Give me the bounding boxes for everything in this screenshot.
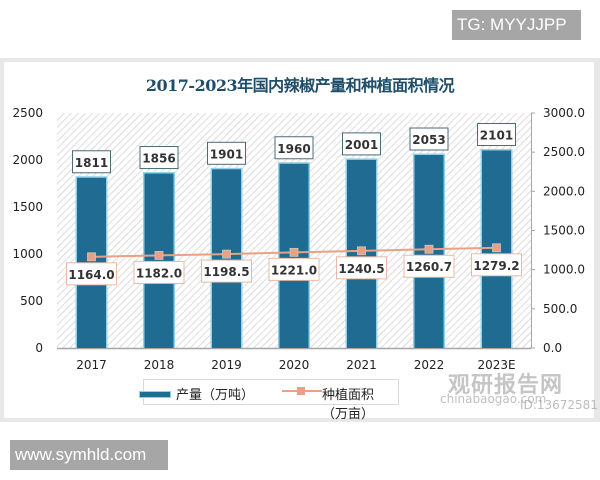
x-axis-labels: 2017 2018 2019 2020 2021 2022 2023E	[76, 358, 515, 372]
right-axis-tick-label: 0.0	[543, 341, 562, 355]
line-marker	[222, 249, 231, 259]
legend-label-area: 种植面积（万亩）	[322, 388, 375, 422]
line-label: 1182.0	[136, 266, 182, 280]
line-label: 1198.5	[203, 265, 249, 279]
x-axis-tick-label: 2023E	[477, 358, 515, 372]
bar-data-labels: 1811 1856 1901 1960 2001 2053 2101	[72, 123, 516, 174]
line-label-box	[268, 257, 320, 281]
line-label: 1164.0	[68, 268, 114, 282]
left-axis-tick-label: 1500	[12, 200, 43, 214]
watermark-site: chinabaogao.com	[440, 392, 547, 406]
line-series-area	[87, 243, 501, 262]
line-label: 1240.5	[338, 262, 384, 276]
left-axis-labels: 0 500 1000 1500 2000 2500	[12, 106, 43, 355]
bar	[144, 173, 174, 348]
x-axis-tick-label: 2022	[414, 358, 445, 372]
bar-label: 2053	[412, 133, 445, 147]
right-axis-tick-label: 3000.0	[543, 106, 585, 120]
legend-label-production: 产量（万吨）	[176, 388, 255, 403]
right-axis-labels: 0.0 500.0 1000.0 1500.0 2000.0 2500.0 3000.0	[543, 106, 585, 355]
left-axis-tick-label: 2500	[12, 106, 43, 120]
x-axis-tick-label: 2019	[211, 358, 242, 372]
bar-label-box	[139, 146, 179, 170]
line-marker	[154, 251, 164, 260]
bar-label: 2001	[345, 138, 378, 152]
line-label-box	[403, 254, 455, 278]
line-marker	[87, 252, 96, 262]
bar-label-box	[207, 141, 246, 165]
line-marker	[492, 243, 501, 253]
line-marker	[289, 247, 299, 257]
right-axis-tick-label: 2000.0	[543, 184, 585, 198]
bar-label: 1811	[75, 156, 108, 170]
left-axis-tick-label: 2000	[12, 153, 43, 167]
bar-label: 2101	[480, 129, 513, 143]
right-axis-tick-label: 2500.0	[543, 145, 585, 159]
left-axis-tick-label: 500	[20, 294, 43, 308]
line-label: 1260.7	[406, 260, 452, 274]
bar-label-box	[72, 150, 111, 174]
bottom-watermark-tag: www.symhld.com	[10, 440, 168, 470]
x-axis-tick-label: 2018	[144, 358, 175, 372]
line-marker	[357, 246, 366, 256]
watermark-logo-text: 观研报告网	[448, 373, 564, 398]
left-axis-tick-label: 0	[35, 341, 43, 355]
chart-title: 2017-2023年国内辣椒产量和种植面积情况	[145, 76, 455, 95]
legend: 产量（万吨） 种植面积（万亩）	[139, 379, 399, 422]
top-watermark-tag: TG: MYYJJPP	[452, 10, 581, 40]
bar	[212, 169, 241, 348]
bar-label-box	[274, 136, 314, 160]
line-label-box	[336, 256, 387, 280]
x-axis-tick-label: 2017	[76, 358, 107, 372]
line-marker	[424, 244, 434, 254]
legend-bar-swatch	[139, 391, 171, 398]
watermark-id: ID:13672581	[520, 398, 598, 412]
line-label-box	[201, 259, 252, 283]
bar-label-box	[342, 132, 381, 156]
line-label: 1221.0	[271, 263, 317, 277]
left-axis-tick-label: 1000	[12, 247, 43, 261]
bar-label: 1960	[277, 142, 310, 156]
right-axis-ticks	[531, 112, 535, 349]
right-axis-tick-label: 500.0	[543, 302, 577, 316]
x-axis-tick-label: 2021	[346, 358, 377, 372]
bar-label-box	[409, 127, 449, 151]
legend-line-swatch	[282, 384, 322, 398]
line-label: 1279.2	[473, 259, 519, 273]
bar-label: 1856	[142, 152, 175, 166]
bar-label: 1901	[210, 147, 243, 161]
line-label-box	[133, 260, 185, 284]
x-axis-tick-label: 2020	[279, 358, 310, 372]
right-axis-tick-label: 1000.0	[543, 263, 585, 277]
right-axis-tick-label: 1500.0	[543, 224, 585, 238]
line-data-labels: 1164.0 1182.0 1198.5 1221.0 1240.5 1260.7 1279…	[66, 253, 522, 286]
line-label-box	[66, 262, 117, 286]
line-label-box	[471, 253, 522, 277]
bar-label-box	[477, 123, 516, 147]
